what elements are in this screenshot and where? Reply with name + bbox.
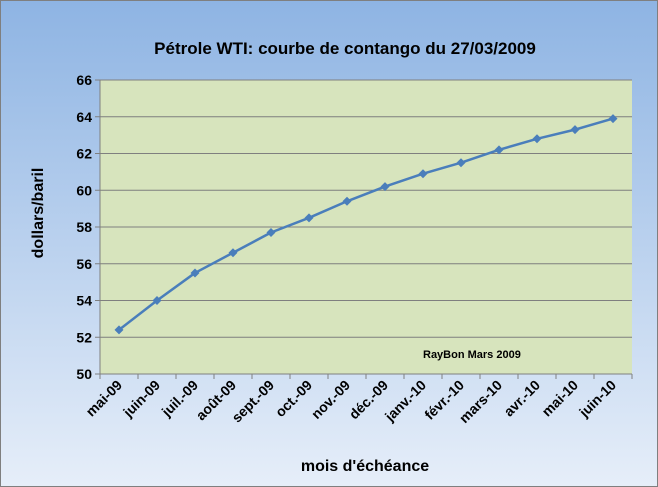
data-point xyxy=(418,169,428,179)
y-tick-label: 56 xyxy=(76,256,92,272)
y-tick-label: 62 xyxy=(76,146,92,162)
y-tick-label: 60 xyxy=(76,182,92,198)
data-point xyxy=(456,158,466,168)
y-tick-label: 54 xyxy=(76,293,92,309)
y-tick-labels: 50 52 54 56 58 60 62 64 66 xyxy=(76,72,92,382)
data-point xyxy=(608,114,618,124)
chart-annotation: RayBon Mars 2009 xyxy=(423,349,521,361)
chart-title: Pétrole WTI: courbe de contango du 27/03… xyxy=(154,39,536,58)
data-point xyxy=(190,268,200,278)
data-point xyxy=(114,325,124,335)
data-point xyxy=(228,248,238,258)
data-point xyxy=(570,125,580,135)
data-point xyxy=(494,145,504,155)
data-point xyxy=(152,296,162,305)
series-layer xyxy=(114,114,618,335)
data-point xyxy=(380,182,390,192)
series-line xyxy=(118,117,614,331)
y-axis-title: dollars/baril xyxy=(30,168,47,259)
y-tick-label: 50 xyxy=(76,366,92,382)
y-tick-label: 64 xyxy=(76,109,92,125)
y-tick-label: 66 xyxy=(76,72,92,88)
axes xyxy=(95,79,633,379)
x-axis-title: mois d'échéance xyxy=(301,458,429,475)
data-point xyxy=(342,196,352,206)
y-tick-label: 52 xyxy=(76,329,92,345)
data-point xyxy=(532,134,542,144)
y-tick-label: 58 xyxy=(76,219,92,235)
grid-lines xyxy=(100,79,632,338)
data-point xyxy=(266,228,276,238)
data-point xyxy=(304,213,314,223)
